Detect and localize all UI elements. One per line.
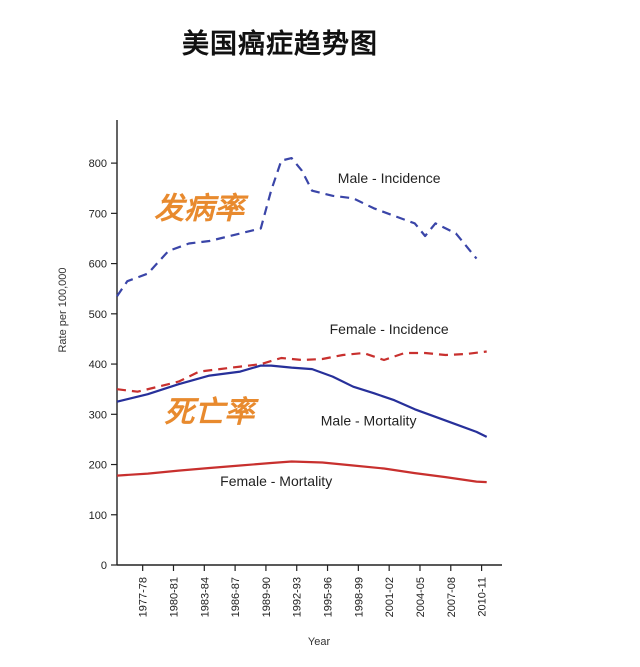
series-label: Male - Incidence	[338, 170, 441, 186]
y-tick-label: 800	[89, 158, 107, 170]
x-tick-label: 1989-90	[261, 577, 273, 617]
chart-series	[116, 157, 488, 484]
series-label: Male - Mortality	[321, 412, 417, 428]
chart-axes: 0 100 200 300 400 500 600 700 800 1977-78 1980-81 1…	[57, 120, 502, 648]
chart-labels: Male - Incidence Female - Incidence Male -…	[154, 170, 449, 489]
x-axis-title: Year	[308, 636, 331, 648]
series-line-female-incidence	[116, 350, 487, 393]
x-tick-label: 1995-96	[323, 577, 335, 617]
series-line-male-incidence	[116, 157, 478, 297]
x-tick-label: 2007-08	[446, 577, 458, 617]
x-tick-label: 2010-11	[477, 577, 489, 617]
y-tick-label: 0	[101, 560, 107, 572]
y-tick-label: 600	[89, 259, 107, 271]
series-label: Female - Incidence	[330, 321, 449, 337]
y-tick-label: 700	[89, 208, 107, 220]
y-tick-label: 400	[89, 359, 107, 371]
series-line-female-mortality	[116, 460, 487, 484]
x-tick-label: 2001-02	[384, 577, 396, 617]
series-line-male-mortality	[116, 364, 488, 438]
y-axis-title: Rate per 100,000	[57, 267, 69, 352]
y-tick-label: 200	[89, 460, 107, 472]
chart-annotation: 发病率	[154, 191, 249, 226]
x-tick-label: 1986-87	[230, 577, 242, 617]
x-tick-label: 1980-81	[168, 577, 180, 617]
x-tick-label: 1998-99	[353, 577, 365, 617]
y-tick-label: 300	[89, 409, 107, 421]
x-tick-label: 1992-93	[292, 577, 304, 617]
chart-annotation: 死亡率	[164, 395, 259, 430]
page-title: 美国癌症趋势图	[182, 29, 378, 60]
x-tick-label: 1977-78	[138, 577, 150, 617]
x-tick-label: 1983-84	[199, 577, 211, 617]
series-label: Female - Mortality	[220, 473, 332, 489]
y-tick-label: 500	[89, 309, 107, 321]
x-tick-label: 2004-05	[415, 577, 427, 617]
y-tick-label: 100	[89, 510, 107, 522]
